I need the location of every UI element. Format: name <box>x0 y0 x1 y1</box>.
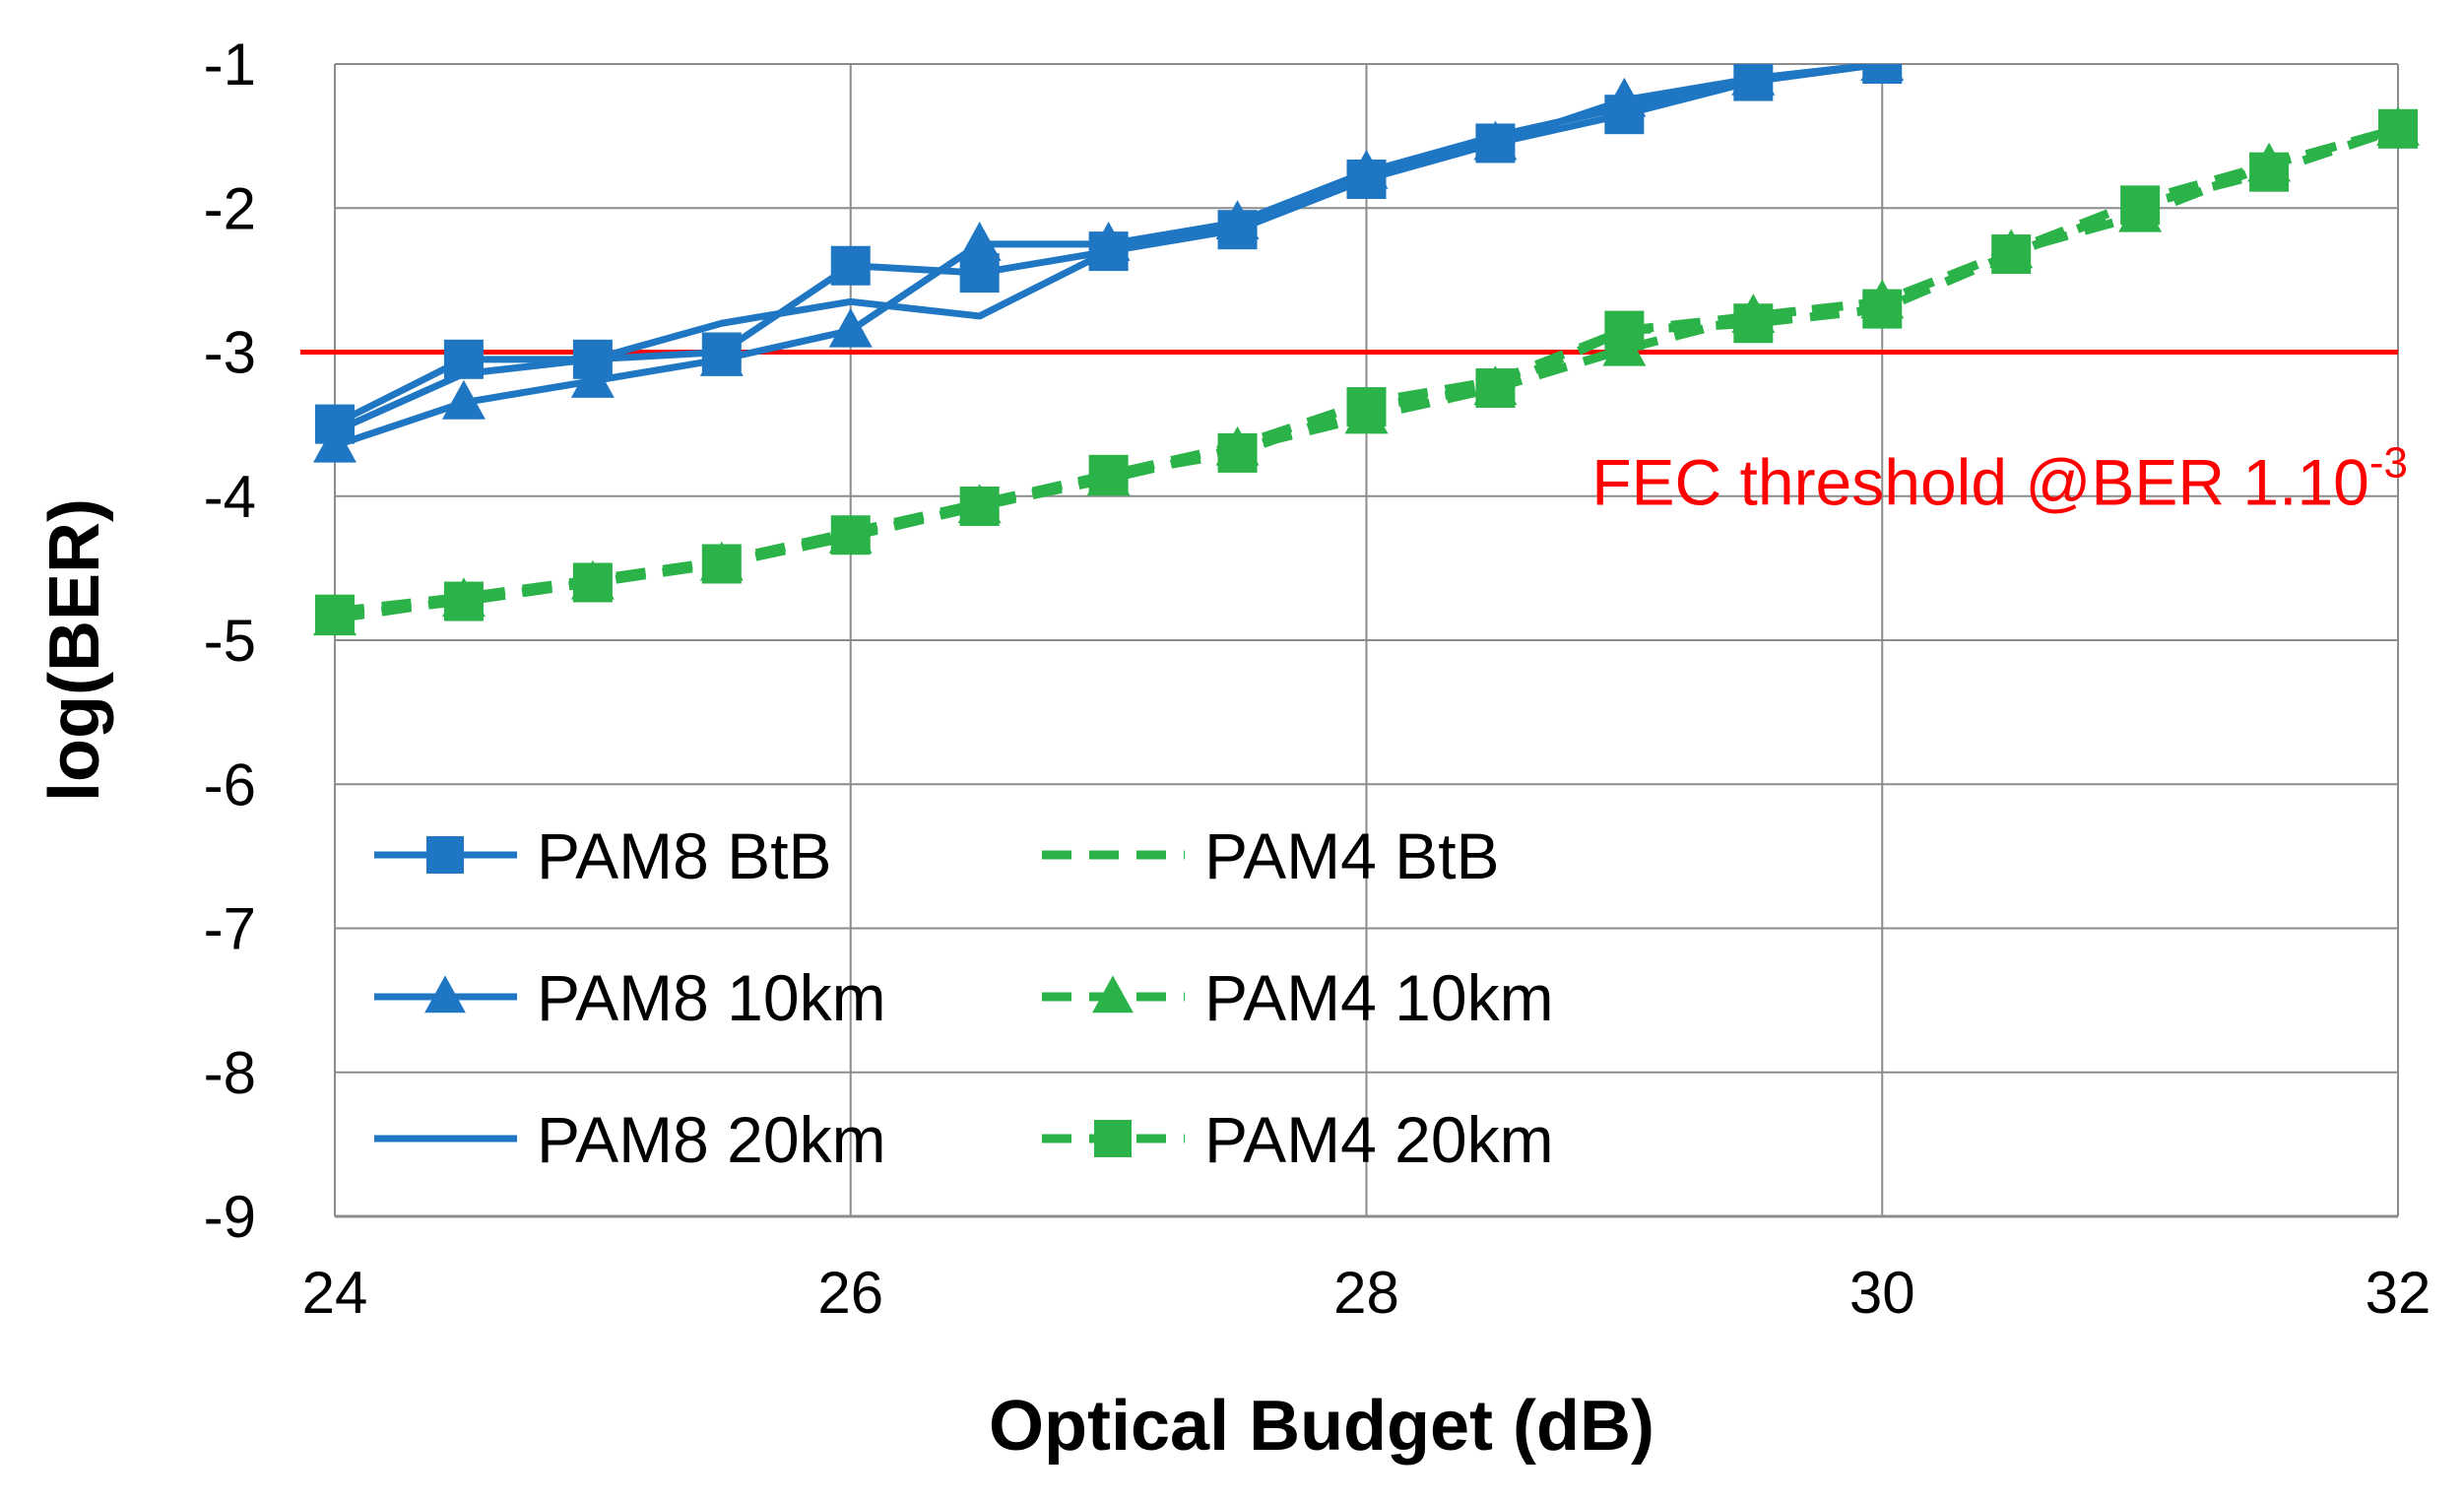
data-point-pam4-20km <box>1991 234 2032 275</box>
data-point-pam8-btb <box>572 339 613 379</box>
legend: PAM8 BtB PAM4 BtB PAM8 10km PAM4 10km PAM8 2… <box>374 819 1554 1176</box>
y-tick-label: -2 <box>204 175 256 241</box>
y-tick-label: -4 <box>204 464 256 530</box>
data-point-pam4-20km <box>572 562 613 603</box>
legend-marker <box>426 836 464 874</box>
legend-entry-pam8-10km: PAM8 10km <box>374 961 886 1034</box>
legend-label: PAM4 BtB <box>1204 819 1500 892</box>
data-point-pam4-20km <box>2249 152 2290 192</box>
data-point-pam8-btb <box>830 245 871 286</box>
data-point-pam4-20km <box>2378 108 2418 149</box>
data-point-pam8-btb <box>1733 64 1774 101</box>
data-point-pam4-20km <box>1346 387 1387 427</box>
data-point-pam4-20km <box>1604 310 1645 351</box>
x-tick-labels: 24 26 28 30 32 <box>302 1260 2432 1326</box>
data-point-pam8-btb <box>959 253 1000 294</box>
data-point-pam4-20km <box>1475 368 1516 409</box>
data-series <box>313 64 2420 636</box>
data-point-pam8-10km <box>441 379 486 420</box>
x-tick-label: 28 <box>1333 1260 1399 1326</box>
legend-entry-pam8-btb: PAM8 BtB <box>374 819 832 892</box>
data-point-pam8-10km <box>957 222 1002 261</box>
data-point-pam8-btb <box>701 332 742 372</box>
legend-entry-pam4-20km: PAM4 20km <box>1042 1103 1554 1176</box>
legend-marker <box>1094 1120 1132 1157</box>
legend-label: PAM8 20km <box>537 1103 886 1176</box>
data-point-pam4-20km <box>1862 289 1903 329</box>
legend-entry-pam8-20km: PAM8 20km <box>374 1103 886 1176</box>
data-point-pam8-btb <box>1475 123 1516 163</box>
y-tick-label: -6 <box>204 751 256 817</box>
y-tick-label: -9 <box>204 1184 256 1250</box>
y-tick-label: -8 <box>204 1040 256 1106</box>
fec-threshold-label: FEC threshold @BER 1.10-3 <box>1591 439 2408 519</box>
y-tick-labels: -1 -2 -3 -4 -5 -6 -7 -8 -9 <box>204 32 256 1250</box>
data-point-pam4-20km <box>830 515 871 555</box>
x-tick-label: 32 <box>2366 1260 2432 1326</box>
y-tick-label: -3 <box>204 320 256 386</box>
data-point-pam4-20km <box>443 581 484 621</box>
data-point-pam4-20km <box>701 544 742 584</box>
series-pam8-btb <box>315 64 1903 444</box>
data-point-pam4-20km <box>2120 185 2161 226</box>
y-tick-label: -7 <box>204 896 256 962</box>
legend-entry-pam4-btb: PAM4 BtB <box>1042 819 1500 892</box>
data-point-pam8-10km <box>828 307 873 348</box>
data-point-pam4-20km <box>1733 303 1774 344</box>
x-tick-label: 26 <box>817 1260 883 1326</box>
data-point-pam4-20km <box>959 486 1000 526</box>
data-point-pam4-20km <box>1217 432 1258 473</box>
data-point-pam8-btb <box>1604 95 1645 135</box>
data-point-pam4-20km <box>315 594 355 634</box>
data-point-pam4-20km <box>1088 454 1129 494</box>
y-tick-label: -5 <box>204 608 256 674</box>
x-tick-label: 24 <box>302 1260 368 1326</box>
legend-label: PAM8 BtB <box>537 819 832 892</box>
legend-marker <box>424 975 466 1013</box>
legend-entry-pam4-10km: PAM4 10km <box>1042 961 1554 1034</box>
x-tick-label: 30 <box>1849 1260 1915 1326</box>
data-point-pam8-btb <box>1217 210 1258 250</box>
legend-marker <box>1092 975 1134 1013</box>
data-point-pam8-btb <box>1862 64 1903 84</box>
x-axis-title: Optical Budget (dB) <box>989 1387 1654 1466</box>
legend-label: PAM8 10km <box>537 961 886 1034</box>
fec-threshold-label-exponent: -3 <box>2369 439 2408 488</box>
legend-label: PAM4 10km <box>1204 961 1554 1034</box>
data-point-pam8-btb <box>1088 231 1129 272</box>
y-axis-title: log(BER) <box>35 498 114 802</box>
data-point-pam8-btb <box>1346 160 1387 199</box>
legend-label: PAM4 20km <box>1204 1103 1554 1176</box>
data-point-pam8-btb <box>315 404 355 444</box>
series-pam4-20km <box>315 108 2418 634</box>
data-point-pam8-btb <box>443 339 484 379</box>
y-tick-label: -1 <box>204 32 256 98</box>
fec-threshold-label-main: FEC threshold @BER 1.10 <box>1591 446 2369 519</box>
fec-threshold: FEC threshold @BER 1.10-3 <box>300 350 2408 519</box>
